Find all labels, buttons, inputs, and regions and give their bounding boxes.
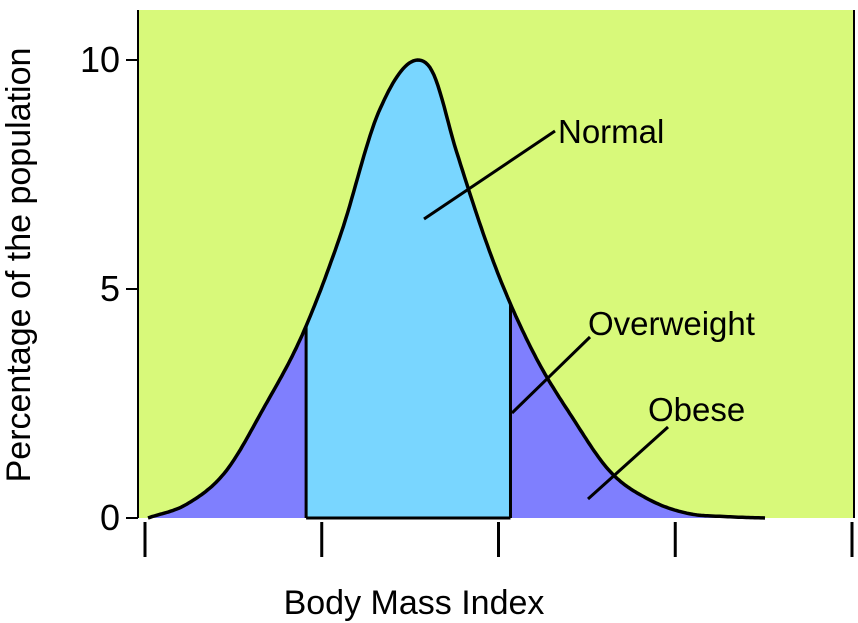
region-underweight	[148, 325, 307, 518]
bmi-regions	[148, 60, 765, 518]
y-axis-title: Percentage of the population	[0, 48, 38, 483]
x-axis-ticks	[143, 522, 854, 557]
chart-annotations: Normal Overweight Obese	[423, 113, 755, 501]
annotation-label-overweight: Overweight	[588, 305, 755, 342]
y-tick-label-0: 0	[100, 497, 120, 538]
region-overweight	[510, 304, 765, 518]
y-tick-label-10: 10	[80, 39, 120, 80]
annotation-label-obese: Obese	[648, 391, 745, 428]
annotation-leader-obese	[586, 425, 670, 501]
y-axis-ticks: 0 5 10	[80, 39, 138, 538]
distribution-curve-line	[147, 58, 766, 520]
annotation-leader-normal	[423, 129, 556, 221]
annotation-leader-overweight	[510, 335, 592, 415]
distribution-curve	[147, 58, 766, 520]
annotation-label-normal: Normal	[558, 113, 664, 150]
x-axis-title: Body Mass Index	[284, 584, 545, 622]
region-normal	[306, 60, 511, 518]
y-tick-label-5: 5	[100, 268, 120, 309]
